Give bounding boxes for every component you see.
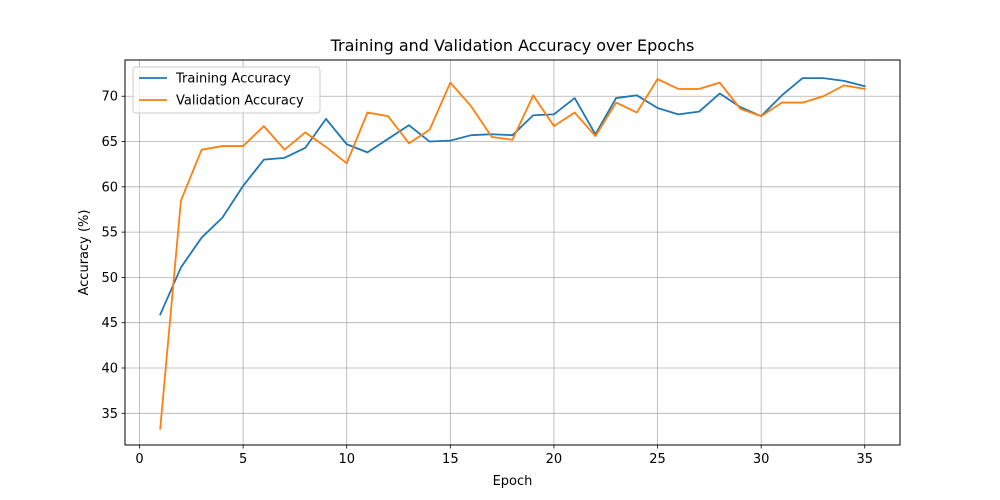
grid-layer	[125, 60, 900, 445]
plot-frame	[124, 59, 901, 446]
x-tick-label: 25	[649, 452, 666, 467]
series-line	[159, 77, 866, 316]
y-tick-label: 50	[101, 271, 118, 286]
x-tick-label: 35	[856, 452, 873, 467]
ticks-layer: 0 5 10 15 20 25 30 35 35 40 45 50 55 60 65 70	[101, 90, 873, 467]
y-axis-label: Accuracy (%)	[77, 210, 92, 296]
y-tick-label: 55	[101, 226, 118, 241]
x-tick-label: 15	[442, 452, 459, 467]
x-tick-label: 0	[135, 452, 143, 467]
legend-label: Training Accuracy	[175, 72, 291, 87]
x-tick-label: 10	[338, 452, 355, 467]
chart-title: Training and Validation Accuracy over Ep…	[330, 36, 695, 55]
x-tick-label: 5	[239, 452, 247, 467]
y-tick-label: 40	[101, 362, 118, 377]
y-tick-label: 65	[101, 135, 118, 150]
y-tick-label: 45	[101, 316, 118, 331]
x-tick-label: 30	[753, 452, 770, 467]
y-tick-label: 70	[101, 90, 118, 105]
y-tick-label: 60	[101, 180, 118, 195]
series-layer	[159, 77, 866, 430]
series-line	[159, 78, 866, 430]
legend: Training Accuracy Validation Accuracy	[132, 66, 321, 114]
legend-box	[132, 66, 321, 114]
x-tick-label: 20	[546, 452, 563, 467]
legend-label: Validation Accuracy	[176, 94, 304, 109]
x-axis-label: Epoch	[493, 474, 533, 489]
y-tick-label: 35	[101, 407, 118, 422]
